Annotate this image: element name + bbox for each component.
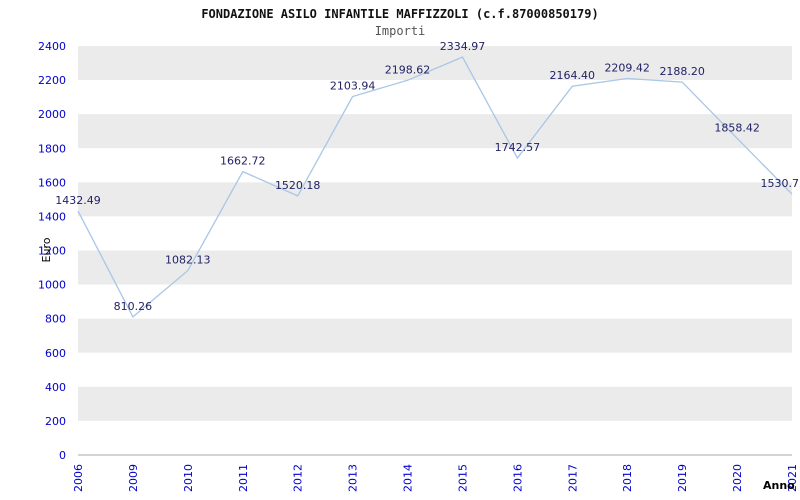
svg-text:2020: 2020 <box>731 464 744 492</box>
svg-text:Euro: Euro <box>40 237 53 262</box>
svg-text:2188.20: 2188.20 <box>659 65 705 78</box>
svg-text:0: 0 <box>59 449 66 462</box>
svg-text:2164.40: 2164.40 <box>550 69 596 82</box>
svg-text:1000: 1000 <box>38 279 66 292</box>
svg-text:2019: 2019 <box>676 464 689 492</box>
svg-text:2017: 2017 <box>566 464 579 492</box>
svg-text:2000: 2000 <box>38 108 66 121</box>
svg-text:1662.72: 1662.72 <box>220 155 266 168</box>
svg-text:2198.62: 2198.62 <box>385 63 431 76</box>
svg-text:1742.57: 1742.57 <box>495 141 541 154</box>
svg-text:2021: 2021 <box>786 464 799 492</box>
svg-text:2334.97: 2334.97 <box>440 40 486 53</box>
svg-text:1600: 1600 <box>38 176 66 189</box>
svg-text:2013: 2013 <box>347 464 360 492</box>
svg-text:1432.49: 1432.49 <box>55 194 101 207</box>
svg-text:1520.18: 1520.18 <box>275 179 321 192</box>
svg-text:Anno: Anno <box>763 479 795 492</box>
svg-text:2012: 2012 <box>292 464 305 492</box>
svg-text:1082.13: 1082.13 <box>165 254 211 267</box>
svg-text:2006: 2006 <box>72 464 85 492</box>
svg-text:2018: 2018 <box>621 464 634 492</box>
chart-title: FONDAZIONE ASILO INFANTILE MAFFIZZOLI (c… <box>201 7 599 21</box>
svg-text:1400: 1400 <box>38 210 66 223</box>
svg-text:2209.42: 2209.42 <box>604 62 650 75</box>
svg-text:1800: 1800 <box>38 142 66 155</box>
svg-text:600: 600 <box>45 347 66 360</box>
svg-text:800: 800 <box>45 313 66 326</box>
chart-subtitle: Importi <box>374 24 426 38</box>
svg-text:2103.94: 2103.94 <box>330 80 376 93</box>
svg-text:200: 200 <box>45 415 66 428</box>
svg-text:2400: 2400 <box>38 40 66 53</box>
svg-text:2200: 2200 <box>38 74 66 87</box>
svg-text:1858.42: 1858.42 <box>714 121 760 134</box>
svg-text:400: 400 <box>45 381 66 394</box>
svg-text:2009: 2009 <box>127 464 140 492</box>
svg-text:2015: 2015 <box>457 464 470 492</box>
svg-text:2016: 2016 <box>511 464 524 492</box>
svg-text:2011: 2011 <box>237 464 250 492</box>
svg-text:1530.7: 1530.7 <box>761 177 800 190</box>
svg-text:2010: 2010 <box>182 464 195 492</box>
svg-text:2014: 2014 <box>402 464 415 492</box>
svg-text:1200: 1200 <box>38 245 66 258</box>
svg-text:810.26: 810.26 <box>114 300 153 313</box>
